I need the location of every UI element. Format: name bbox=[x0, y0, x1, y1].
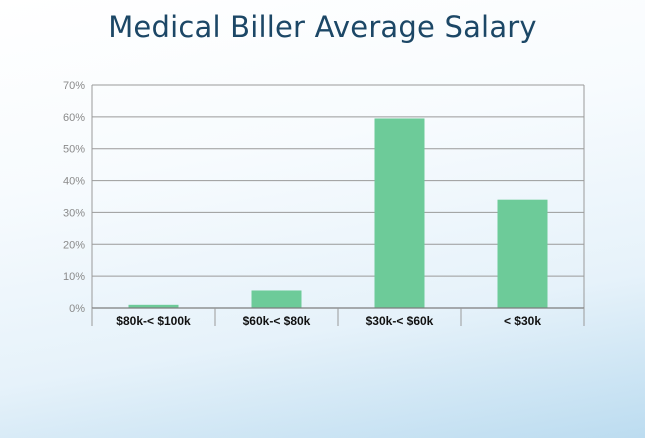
y-tick-label: 30% bbox=[63, 207, 85, 219]
bar bbox=[128, 304, 179, 308]
x-category-label: < $30k bbox=[504, 314, 541, 328]
chart-axes bbox=[91, 85, 585, 326]
y-tick-label: 10% bbox=[63, 271, 85, 283]
bar bbox=[374, 118, 425, 308]
y-tick-label: 50% bbox=[63, 144, 85, 156]
x-category-label: $60k-< $80k bbox=[243, 314, 311, 328]
y-tick-label: 0% bbox=[69, 303, 85, 315]
chart-gridlines bbox=[92, 84, 584, 277]
y-tick-label: 60% bbox=[63, 112, 85, 124]
y-tick-label: 70% bbox=[63, 80, 85, 92]
y-tick-label: 40% bbox=[63, 176, 85, 188]
chart-bars bbox=[128, 118, 548, 308]
chart-labels: 0% 10% 20% 30% 40% 50% 60% 70% $80k-< $100k $60k-… bbox=[63, 80, 541, 328]
x-category-label: $30k-< $60k bbox=[366, 314, 434, 328]
slide-title: Medical Biller Average Salary bbox=[108, 10, 537, 44]
x-category-label: $80k-< $100k bbox=[116, 314, 191, 328]
y-tick-label: 20% bbox=[63, 239, 85, 251]
bar bbox=[497, 199, 548, 308]
bar bbox=[251, 290, 302, 308]
